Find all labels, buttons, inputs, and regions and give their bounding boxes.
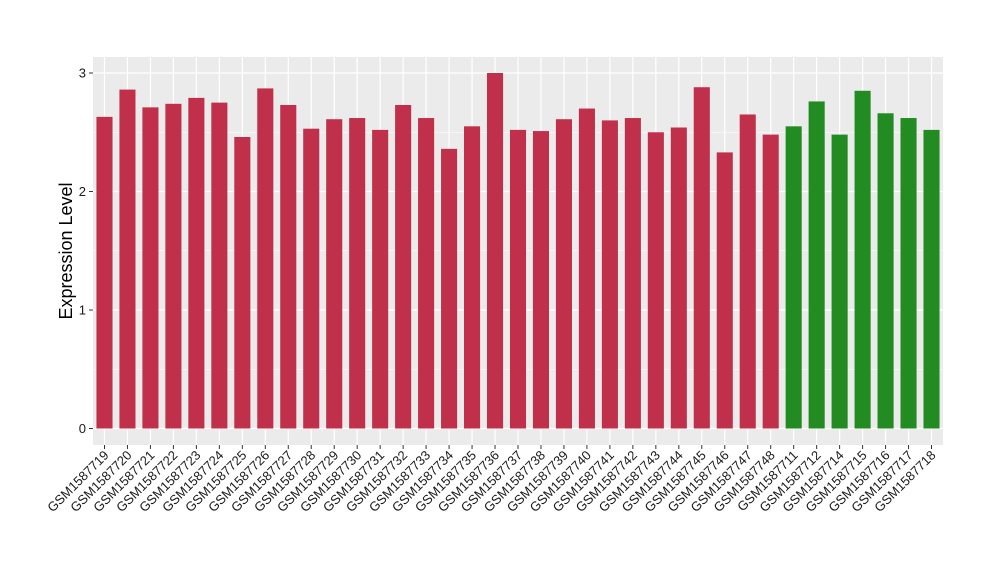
y-tick-label: 1 <box>79 303 86 318</box>
bar-GSM1587744 <box>670 127 687 429</box>
bar-GSM1587730 <box>349 118 366 429</box>
bar-GSM1587734 <box>441 148 458 429</box>
bar-GSM1587745 <box>693 87 710 429</box>
bar-GSM1587746 <box>716 152 733 429</box>
bar-GSM1587726 <box>257 88 274 429</box>
bar-GSM1587736 <box>486 73 504 429</box>
bar-GSM1587742 <box>624 118 641 429</box>
bar-GSM1587711 <box>785 126 802 429</box>
bar-GSM1587714 <box>831 134 848 429</box>
bars <box>96 73 940 429</box>
bar-GSM1587717 <box>900 118 917 429</box>
bar-GSM1587747 <box>739 114 756 429</box>
bar-GSM1587723 <box>188 97 205 429</box>
bar-GSM1587718 <box>923 129 940 429</box>
bar-GSM1587738 <box>532 131 550 429</box>
bar-GSM1587719 <box>96 116 113 429</box>
bar-GSM1587720 <box>119 89 136 429</box>
bar-GSM1587721 <box>142 107 159 429</box>
bar-GSM1587748 <box>762 134 779 429</box>
bar-GSM1587732 <box>395 104 412 429</box>
bar-GSM1587737 <box>509 129 527 429</box>
y-axis-title: Expression Level <box>56 182 76 319</box>
y-tick-label: 0 <box>79 421 86 436</box>
bar-GSM1587740 <box>578 108 595 429</box>
bar-GSM1587729 <box>326 119 343 429</box>
bar-GSM1587739 <box>555 119 572 429</box>
bar-GSM1587727 <box>280 104 297 429</box>
bar-GSM1587741 <box>601 120 618 429</box>
x-axis: GSM1587719GSM1587720GSM1587721GSM1587722… <box>44 445 939 515</box>
bar-GSM1587712 <box>808 101 825 429</box>
y-axis: 0 1 2 3 <box>79 66 93 436</box>
bar-GSM1587724 <box>211 102 228 429</box>
bar-GSM1587715 <box>854 90 871 429</box>
bar-GSM1587716 <box>877 113 894 429</box>
bar-GSM1587743 <box>647 132 664 429</box>
y-tick-label: 3 <box>79 66 86 81</box>
bar-GSM1587725 <box>234 136 251 429</box>
bar-GSM1587735 <box>464 126 481 429</box>
bar-GSM1587728 <box>303 128 320 429</box>
bar-GSM1587731 <box>372 129 389 429</box>
bar-GSM1587733 <box>418 118 435 429</box>
y-tick-label: 2 <box>79 184 86 199</box>
bar-GSM1587722 <box>165 103 182 429</box>
